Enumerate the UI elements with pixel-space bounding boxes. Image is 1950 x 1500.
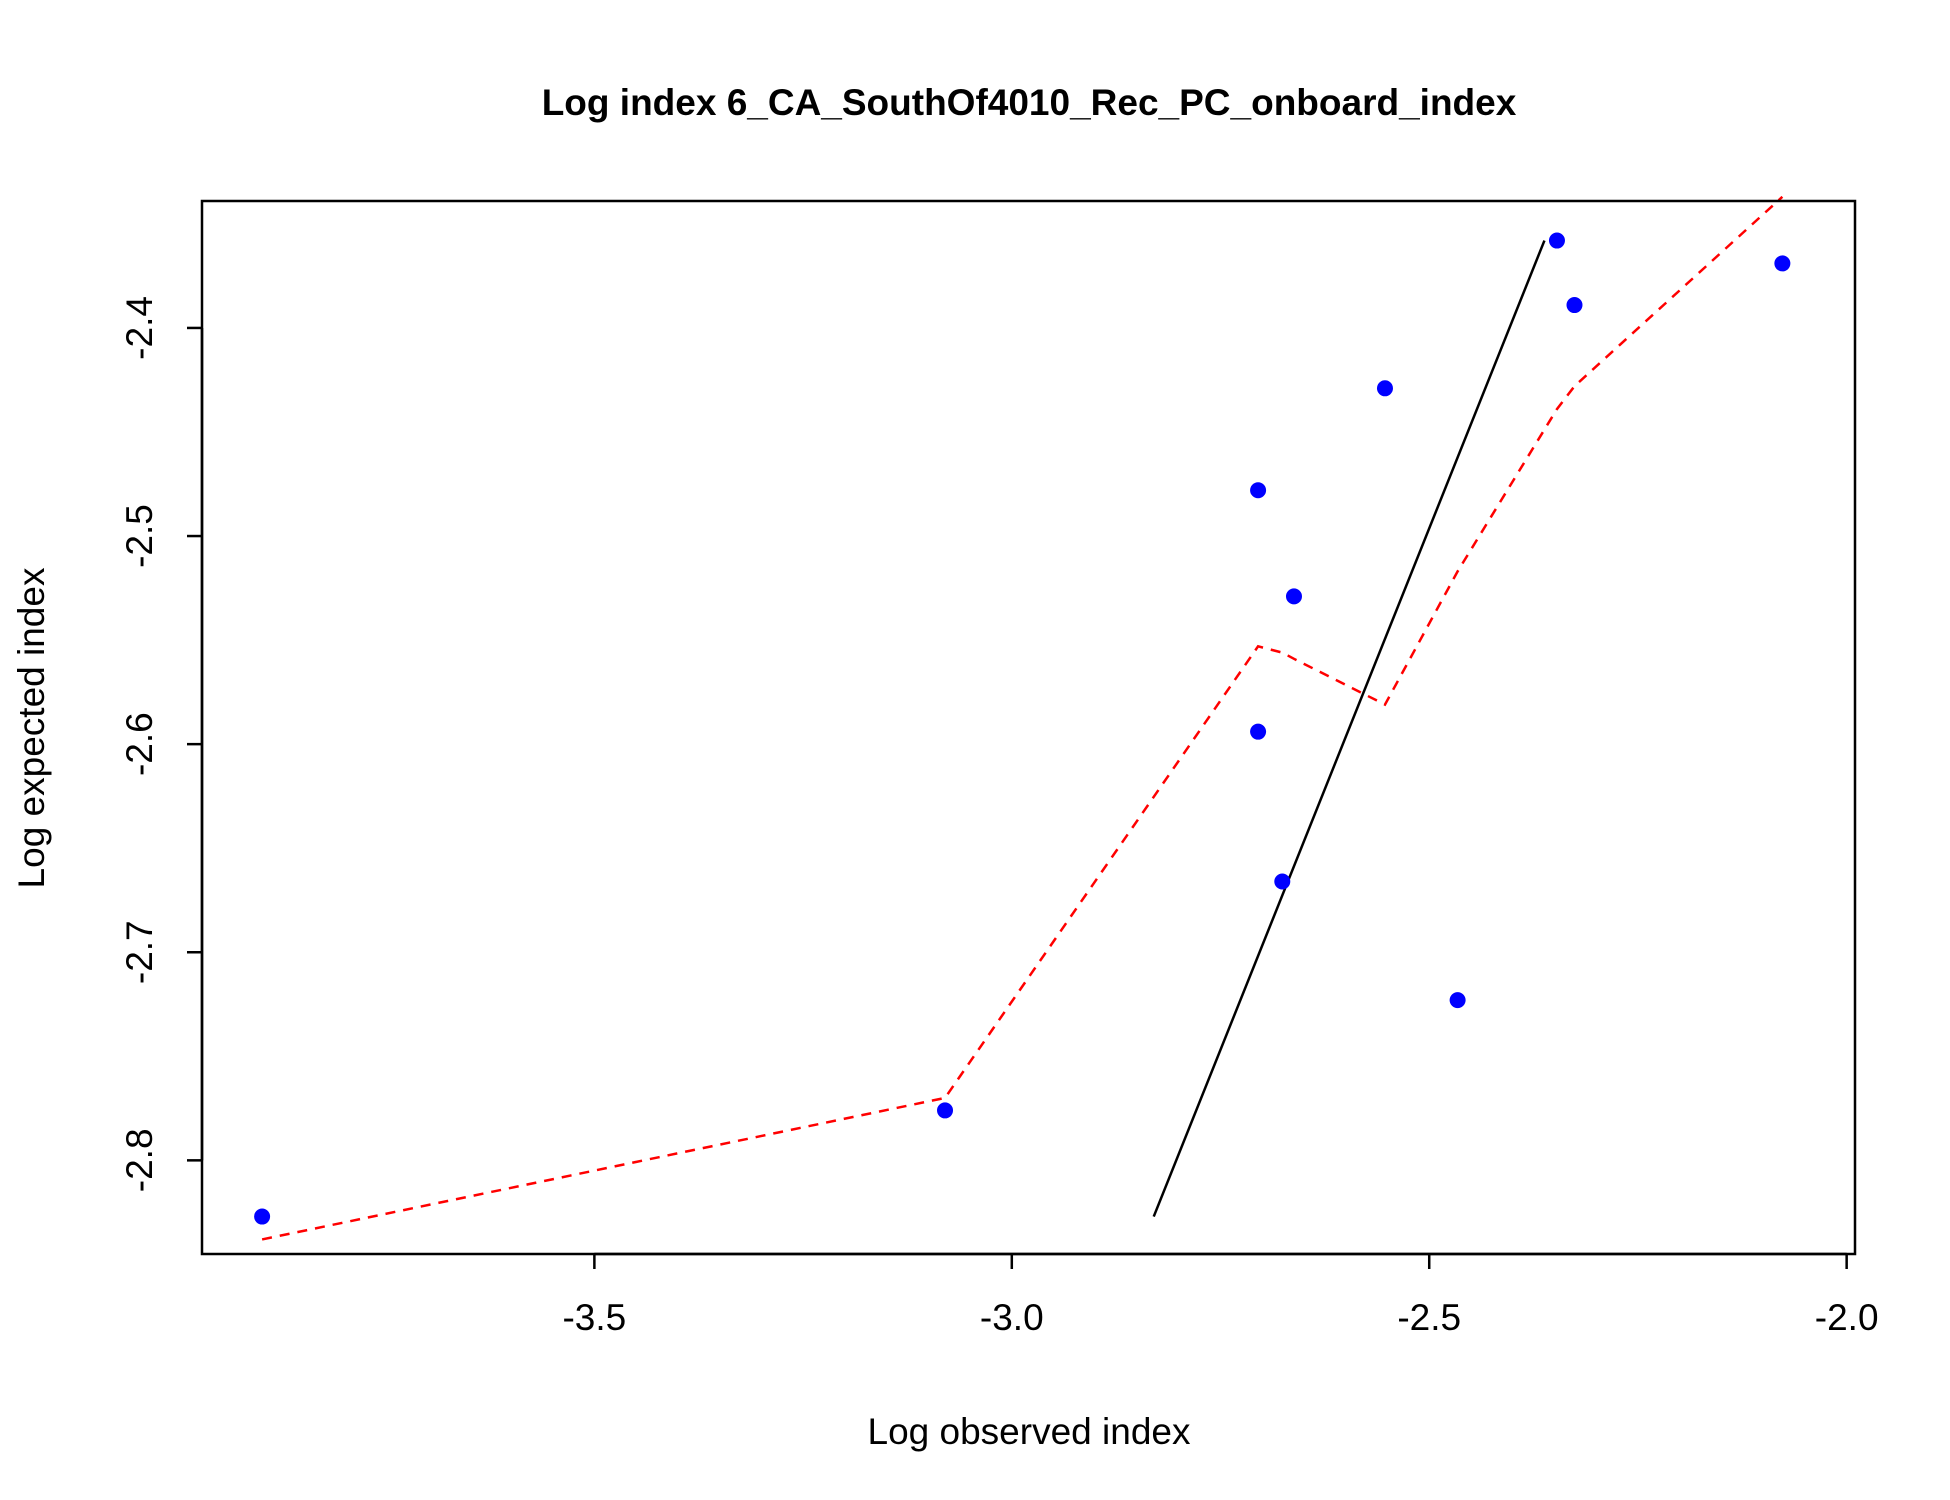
y-tick-label: -2.5 [119,504,160,568]
chart-title: Log index 6_CA_SouthOf4010_Rec_PC_onboar… [542,82,1517,123]
data-point [1285,588,1302,605]
x-tick-label: -2.5 [1397,1297,1461,1338]
reference-line-series [1152,240,1546,1218]
reference-line [1152,240,1546,1218]
data-point [1774,255,1791,272]
y-tick-label: -2.7 [119,920,160,984]
smoother-line [261,195,1784,1241]
data-point [1566,297,1583,314]
points-series [254,232,1791,1225]
y-tick-label: -2.6 [119,712,160,776]
x-axis-label: Log observed index [868,1411,1191,1452]
x-tick-label: -2.0 [1815,1297,1879,1338]
data-point [1376,380,1393,397]
plot-frame [200,199,1857,1256]
smoother-series [261,195,1784,1241]
x-axis: -3.5 -3.0 -2.5 -2.0 [562,1252,1879,1338]
y-axis: -2.8 -2.7 -2.6 -2.5 -2.4 [119,296,204,1192]
data-point [937,1102,954,1119]
data-point [1250,482,1267,499]
data-point [1274,873,1291,890]
y-axis-label: Log expected index [11,567,52,888]
y-tick-label: -2.4 [119,296,160,360]
data-point [254,1208,271,1225]
x-tick-label: -3.0 [980,1297,1044,1338]
data-point [1449,992,1466,1009]
y-tick-label: -2.8 [119,1128,160,1192]
x-tick-label: -3.5 [562,1297,626,1338]
data-point [1250,723,1267,740]
data-point [1548,232,1565,249]
